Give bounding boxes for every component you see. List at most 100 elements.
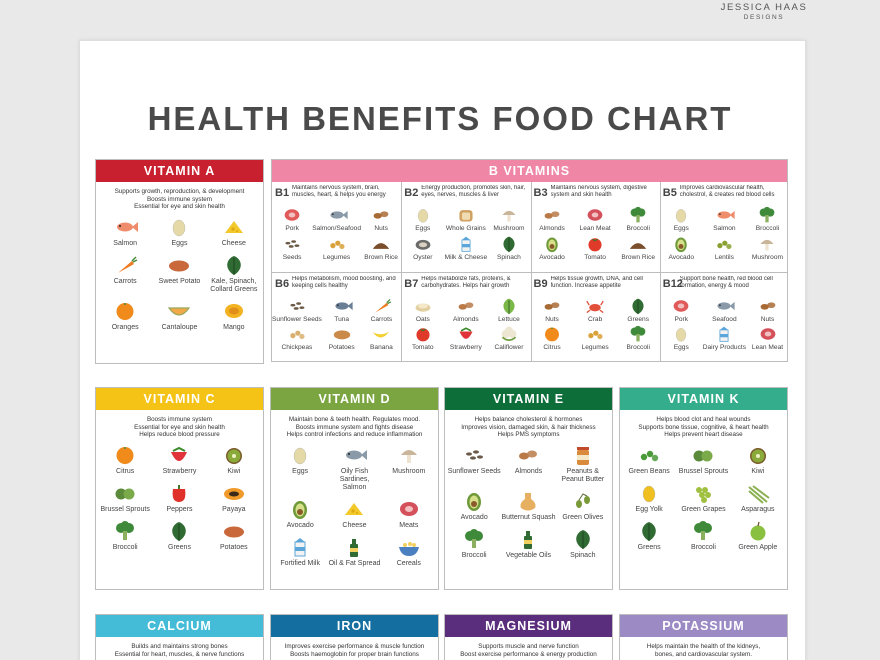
food-item: Sunflower Seeds: [447, 444, 501, 484]
panel-header: B VITAMINS: [272, 160, 787, 182]
grape-icon: [696, 486, 712, 503]
food-label: Cheese: [221, 239, 246, 247]
fish-icon: [346, 449, 368, 460]
orange-icon: [545, 327, 559, 342]
food-label: Lettuce: [498, 315, 520, 323]
oyster-icon: [415, 239, 431, 250]
food-item: Broccoli: [676, 520, 730, 552]
food-label: Greens: [168, 543, 191, 551]
food-label: Nuts: [545, 315, 559, 323]
meat-icon: [760, 328, 775, 340]
food-item: Almonds: [501, 444, 555, 484]
cheese-icon: [345, 502, 364, 515]
food-label: Broccoli: [626, 225, 650, 232]
food-label: Greens: [637, 543, 661, 551]
food-item: Oil & Fat Spread: [327, 536, 381, 568]
food-item: Cantaloupe: [152, 300, 206, 332]
food-item: Greens: [152, 520, 206, 552]
squash-icon: [520, 492, 536, 511]
food-item: Crab: [574, 297, 617, 324]
food-item: Citrus: [531, 325, 574, 352]
description-line: Helps reduce blood pressure: [139, 431, 220, 439]
leaf-icon: [503, 298, 515, 314]
leaf-icon: [576, 529, 590, 549]
egg-icon: [676, 209, 687, 223]
food-label: Seeds: [282, 253, 302, 261]
food-label: Eggs: [415, 225, 431, 232]
b-vitamin-desc: Improves cardiovascular health, cholestr…: [679, 185, 775, 198]
food-label: Potatoes: [220, 543, 248, 551]
food-item: Kale, Spinach, Collard Greens: [207, 254, 261, 294]
food-item: Avocado: [531, 235, 574, 262]
b-vitamin-desc: Maintains nervous system, digestive syst…: [550, 185, 647, 198]
panel-vitamin-c: VITAMIN C Boosts immune system Essential f…: [95, 387, 264, 590]
cereal-icon: [398, 541, 419, 556]
pepper-icon: [173, 484, 186, 502]
food-item: Brown Rice: [617, 235, 660, 262]
b-vitamin-code: B5: [662, 187, 677, 199]
food-label: Salmon/Seafood: [312, 225, 361, 232]
food-label: Brussel Sprouts: [100, 505, 150, 513]
leaf-icon: [172, 521, 187, 541]
food-label: Peppers: [166, 505, 193, 513]
food-label: Kale, Spinach, Collard Greens: [210, 277, 258, 293]
food-item: Legumes: [574, 325, 617, 352]
panel-description: Builds and maintains strong bones Essenti…: [96, 637, 263, 660]
strawberry-icon: [171, 446, 188, 461]
meat-icon: [399, 501, 418, 516]
food-label: Mushroom: [751, 253, 784, 261]
food-item: Cheese: [327, 498, 381, 530]
bottle-icon: [524, 530, 533, 549]
food-label: Fortified Milk: [280, 559, 320, 567]
food-item: Salmon/Seafood: [312, 206, 361, 233]
mushroom-icon: [400, 449, 417, 463]
b-vitamin-code: B3: [533, 187, 548, 199]
divider: [401, 182, 403, 361]
oats-icon: [415, 303, 431, 312]
food-label: Greens: [627, 315, 649, 323]
food-label: Potatoes: [328, 344, 355, 351]
food-label: Mango: [223, 323, 245, 331]
food-label: Eggs: [673, 344, 689, 351]
food-item: Peppers: [152, 482, 206, 514]
carrot-icon: [375, 298, 392, 313]
b-vitamin-b5: B5 Improves cardiovascular health, choles…: [660, 182, 787, 273]
food-item: Nuts: [746, 297, 787, 324]
fish-icon: [117, 221, 139, 232]
food-label: Lentils: [714, 253, 734, 261]
description-line: Boost exercise performance & energy prod…: [460, 650, 597, 658]
bottle-icon: [350, 538, 359, 557]
description-line: Boosts immune system: [146, 195, 213, 203]
food-item: Brussel Sprouts: [676, 444, 730, 476]
seed-icon: [285, 239, 300, 248]
milk-icon: [719, 326, 729, 342]
food-label: Avocado: [539, 253, 565, 261]
potato-icon: [333, 330, 350, 340]
panel-magnesium: MAGNESIUM Supports muscle and nerve funct…: [444, 614, 613, 660]
food-label: Legumes: [323, 253, 351, 261]
fish-icon: [335, 301, 353, 310]
panel-vitamin-a: VITAMIN A Supports growth, reproduction, …: [95, 159, 264, 364]
nut-icon: [544, 211, 560, 219]
food-label: Sweet Potato: [158, 277, 201, 285]
description-line: Boosts haemoglobin for proper brain func…: [290, 650, 419, 658]
nut-icon: [458, 301, 474, 310]
food-item: Asparagus: [731, 482, 785, 514]
rice-icon: [630, 242, 647, 249]
description-line: Essential for eye and skin health: [134, 203, 225, 211]
food-item: Spinach: [487, 235, 530, 262]
food-label: Cheese: [342, 521, 367, 529]
food-item: Seafood: [703, 297, 746, 324]
food-item: Almonds: [531, 206, 574, 233]
food-item: Lettuce: [487, 297, 530, 324]
b-vitamin-desc: Energy production, promotes skin, hair, …: [421, 185, 526, 198]
avocado-icon: [467, 492, 482, 511]
panel-description: Helps maintain the health of the kidneys…: [620, 637, 787, 660]
bean-icon: [640, 450, 659, 461]
avocado-icon: [675, 236, 688, 252]
description-line: bones, and cardiovascular system.: [655, 650, 752, 658]
potato-icon: [169, 260, 190, 272]
leaf-icon: [503, 236, 515, 252]
sprout-icon: [115, 488, 135, 500]
food-label: Eggs: [292, 467, 309, 475]
